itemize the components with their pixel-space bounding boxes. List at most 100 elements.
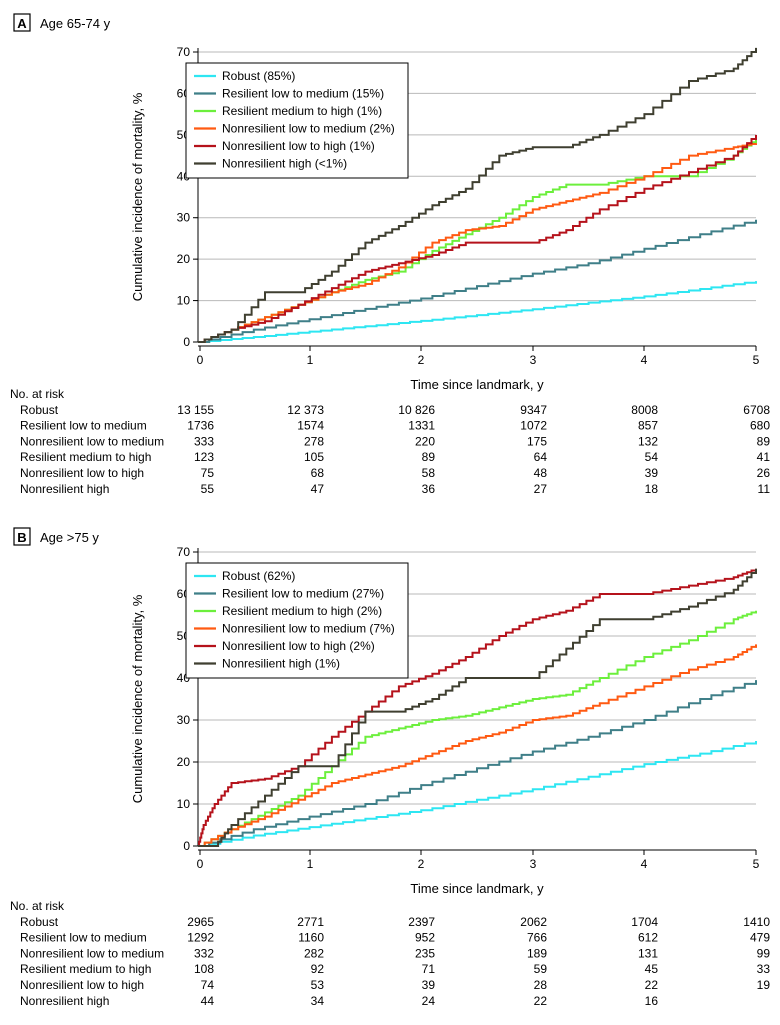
risk-table-value: 89 [757, 434, 771, 448]
risk-table-value: 1736 [187, 419, 214, 433]
risk-table-value: 74 [201, 978, 215, 992]
risk-table-value: 1331 [408, 419, 435, 433]
risk-table-value: 24 [422, 994, 436, 1008]
risk-table-value: 99 [757, 946, 771, 960]
risk-table-value: 1072 [520, 419, 547, 433]
risk-table-heading: No. at risk [10, 387, 65, 401]
x-tick-label: 5 [753, 857, 760, 871]
risk-table-value: 132 [638, 434, 658, 448]
risk-table-value: 220 [415, 434, 435, 448]
risk-table-label: Resilient medium to high [20, 450, 151, 464]
legend-label: Nonresilient low to medium (2%) [222, 122, 395, 136]
series-line-resilient-low-medium [198, 680, 757, 847]
risk-table-value: 123 [194, 450, 214, 464]
risk-table-label: Nonresilient low to medium [20, 434, 164, 448]
risk-table-value: 1574 [297, 419, 324, 433]
risk-table-value: 12 373 [287, 403, 324, 417]
risk-table-value: 680 [750, 419, 770, 433]
risk-table-value: 108 [194, 962, 214, 976]
panel-title: Age 65-74 y [40, 16, 111, 31]
risk-table-value: 332 [194, 946, 214, 960]
x-tick-label: 5 [753, 353, 760, 367]
risk-table-label: Nonresilient low to medium [20, 946, 164, 960]
risk-table-value: 1410 [743, 915, 770, 929]
risk-table-value: 2397 [408, 915, 435, 929]
x-tick-label: 4 [641, 857, 648, 871]
x-tick-label: 3 [530, 857, 537, 871]
risk-table-value: 59 [534, 962, 548, 976]
series-line-resilient-low-medium [198, 219, 757, 343]
y-tick-label: 10 [177, 294, 191, 308]
x-axis-label: Time since landmark, y [410, 377, 544, 392]
risk-table-value: 13 155 [177, 403, 214, 417]
risk-table-value: 278 [304, 434, 324, 448]
risk-table-label: Nonresilient high [20, 994, 109, 1008]
y-tick-label: 10 [177, 797, 191, 811]
risk-table-value: 26 [757, 466, 771, 480]
risk-table-value: 479 [750, 931, 770, 945]
risk-table-value: 2771 [297, 915, 324, 929]
x-tick-label: 0 [197, 353, 204, 367]
series-line-nonresilient-low-high [198, 134, 757, 343]
series-line-robust [198, 741, 757, 847]
legend-label: Robust (62%) [222, 569, 295, 583]
legend-label: Resilient low to medium (27%) [222, 587, 384, 601]
y-tick-label: 0 [183, 335, 190, 349]
panel-letter-box [13, 13, 31, 32]
y-tick-label: 20 [177, 755, 191, 769]
legend-label: Nonresilient low to high (1%) [222, 139, 375, 153]
risk-table-value: 55 [201, 482, 215, 496]
risk-table-value: 39 [422, 978, 436, 992]
risk-table-label: Nonresilient low to high [20, 466, 144, 480]
x-tick-label: 0 [197, 857, 204, 871]
risk-table-value: 58 [422, 466, 436, 480]
risk-table-value: 10 826 [398, 403, 435, 417]
risk-table-value: 105 [304, 450, 324, 464]
x-tick-label: 2 [418, 857, 425, 871]
risk-table-value: 36 [422, 482, 436, 496]
y-tick-label: 30 [177, 211, 191, 225]
risk-table-value: 64 [534, 450, 548, 464]
risk-table-value: 2062 [520, 915, 547, 929]
series-line-nonresilient-low-medium [198, 143, 757, 343]
panel-letter: B [17, 530, 26, 545]
risk-table-value: 39 [645, 466, 659, 480]
legend-label: Resilient medium to high (1%) [222, 104, 382, 118]
risk-table-value: 75 [201, 466, 215, 480]
risk-table-value: 235 [415, 946, 435, 960]
series-line-nonresilient-high [198, 568, 757, 847]
risk-table-label: Nonresilient high [20, 482, 109, 496]
risk-table-value: 131 [638, 946, 658, 960]
x-tick-label: 2 [418, 353, 425, 367]
legend-label: Nonresilient high (<1%) [222, 157, 347, 171]
risk-table-label: Robust [20, 915, 59, 929]
risk-table-label: Resilient low to medium [20, 931, 147, 945]
y-tick-label: 70 [177, 545, 191, 559]
risk-table-value: 22 [645, 978, 659, 992]
risk-table-value: 18 [645, 482, 659, 496]
risk-table-value: 34 [311, 994, 325, 1008]
risk-table-value: 27 [534, 482, 548, 496]
y-tick-label: 20 [177, 252, 191, 266]
risk-table-value: 92 [311, 962, 325, 976]
risk-table-value: 1292 [187, 931, 214, 945]
risk-table-value: 22 [534, 994, 548, 1008]
risk-table-value: 28 [534, 978, 548, 992]
risk-table-label: Resilient low to medium [20, 419, 147, 433]
risk-table-value: 68 [311, 466, 325, 480]
legend-label: Resilient low to medium (15%) [222, 87, 384, 101]
risk-table-value: 53 [311, 978, 325, 992]
risk-table-value: 952 [415, 931, 435, 945]
risk-table-value: 6708 [743, 403, 770, 417]
risk-table-value: 54 [645, 450, 659, 464]
risk-table-value: 33 [757, 962, 771, 976]
risk-table-value: 1704 [631, 915, 658, 929]
series-line-robust [198, 281, 757, 343]
x-tick-label: 1 [307, 857, 314, 871]
legend-label: Nonresilient low to high (2%) [222, 639, 375, 653]
risk-table-value: 333 [194, 434, 214, 448]
series-line-nonresilient-low-high [198, 568, 757, 847]
